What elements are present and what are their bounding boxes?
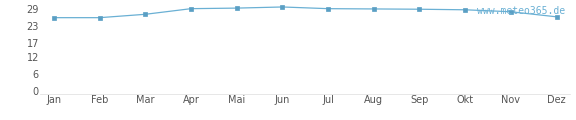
Text: www.meteo365.de: www.meteo365.de	[477, 6, 565, 16]
